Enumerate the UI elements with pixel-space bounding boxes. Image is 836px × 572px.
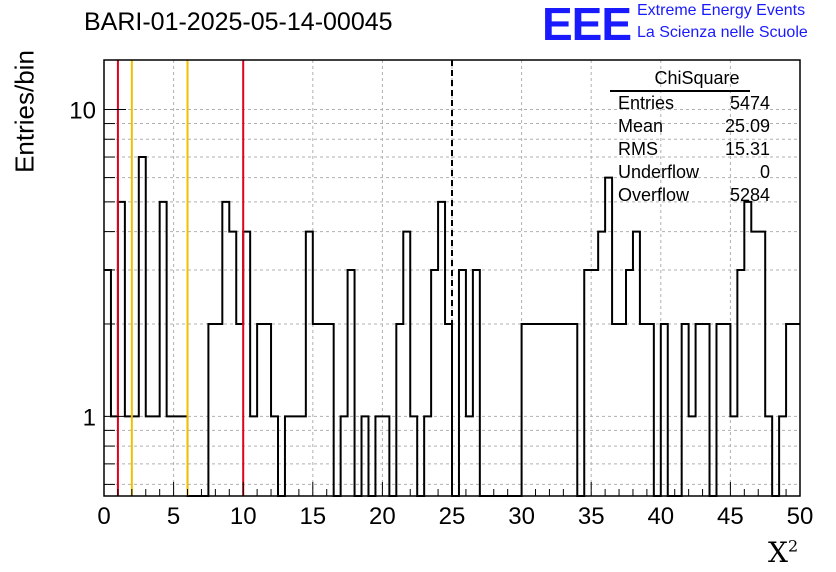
stats-key: Mean (618, 116, 664, 136)
x-tick-label: 5 (167, 503, 180, 530)
stats-divider (610, 90, 750, 92)
x-tick-label: 40 (647, 503, 674, 530)
stats-row-rms: RMS 15.31 (612, 138, 772, 161)
x-tick-label: 0 (97, 503, 110, 530)
x-axis-label-superscript: 2 (787, 536, 799, 556)
stats-row-entries: Entries 5474 (612, 92, 772, 115)
stats-row-mean: Mean 25.09 (612, 115, 772, 138)
stats-value: 0 (759, 162, 770, 182)
axis-tick-labels: 0 5 10 15 20 25 30 35 40 45 50 1 10 (69, 98, 813, 530)
x-axis-label: X2 (768, 536, 799, 569)
x-tick-label: 15 (299, 503, 326, 530)
stats-row-underflow: Underflow 0 (612, 161, 772, 184)
eee-logo: EEE (542, 0, 632, 50)
histogram-outline (104, 156, 800, 497)
stats-value: 5474 (729, 93, 770, 113)
logo-line-1: Extreme Energy Events (637, 2, 806, 19)
y-tick-label: 1 (83, 404, 96, 431)
stats-value: 25.09 (724, 116, 770, 136)
x-tick-label: 10 (230, 503, 257, 530)
stats-value: 5284 (729, 185, 770, 205)
x-tick-label: 35 (578, 503, 605, 530)
histogram (104, 156, 800, 497)
x-tick-label: 30 (508, 503, 535, 530)
stats-key: Underflow (618, 162, 700, 182)
y-tick-label: 10 (69, 98, 96, 125)
chart-title: BARI-01-2025-05-14-00045 (84, 8, 393, 36)
x-tick-label: 20 (369, 503, 396, 530)
stats-key: Entries (618, 93, 675, 113)
x-tick-label: 25 (439, 503, 466, 530)
x-tick-label: 50 (787, 503, 814, 530)
stats-header: ChiSquare (654, 68, 740, 88)
stats-key: Overflow (618, 185, 690, 205)
stats-row-overflow: Overflow 5284 (612, 184, 772, 207)
axis-ticks (103, 109, 801, 496)
reference-lines (116, 60, 453, 496)
stats-value: 15.31 (724, 139, 770, 159)
stats-key: RMS (618, 139, 658, 159)
y-axis-label: Entries/bin (9, 50, 40, 173)
stats-box: ChiSquare Entries 5474 Mean 25.09 RMS 15.31… (610, 68, 772, 207)
logo-line-2: La Scienza nelle Scuole (637, 24, 808, 41)
x-tick-label: 45 (717, 503, 744, 530)
